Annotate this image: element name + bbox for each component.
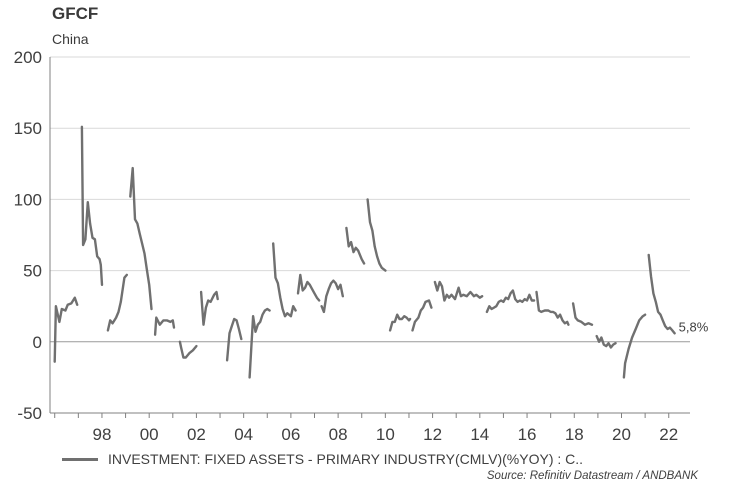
series-line <box>411 299 433 332</box>
series-line <box>595 334 617 349</box>
chart-title: GFCF <box>52 4 99 23</box>
y-tick-label: 0 <box>33 333 42 352</box>
series-line <box>320 279 344 314</box>
x-tick-label: 06 <box>281 425 300 444</box>
legend-label: INVESTMENT: FIXED ASSETS - PRIMARY INDUS… <box>108 451 584 467</box>
series-line <box>199 290 219 326</box>
y-tick-label: 100 <box>14 190 42 209</box>
series-line <box>53 296 79 363</box>
x-tick-label: 20 <box>612 425 631 444</box>
series-line <box>485 289 536 314</box>
series-line <box>106 273 129 332</box>
series-line <box>248 307 271 379</box>
series-line <box>622 313 647 379</box>
x-tick-label: 14 <box>470 425 489 444</box>
series-line <box>571 302 594 326</box>
x-tick-label: 98 <box>92 425 111 444</box>
series-line <box>535 290 570 326</box>
y-tick-label: 150 <box>14 119 42 138</box>
series-line <box>225 317 243 362</box>
series-line <box>366 198 387 272</box>
y-tick-label: 200 <box>14 48 42 67</box>
series-line <box>178 340 198 359</box>
series-line <box>80 125 104 286</box>
x-tick-label: 22 <box>659 425 678 444</box>
series-line <box>129 166 153 311</box>
x-tick-label: 16 <box>518 425 537 444</box>
x-tick-label: 02 <box>187 425 206 444</box>
x-tick-label: 00 <box>140 425 159 444</box>
chart-subtitle: China <box>52 31 89 47</box>
series-line <box>272 242 297 318</box>
y-tick-label: -50 <box>17 404 42 423</box>
series-line <box>296 273 321 302</box>
last-value-label: 5,8% <box>679 319 709 334</box>
series-line <box>153 316 176 336</box>
series-line <box>433 280 484 302</box>
legend: INVESTMENT: FIXED ASSETS - PRIMARY INDUS… <box>62 451 583 467</box>
y-tick-label: 50 <box>23 262 42 281</box>
x-tick-label: 18 <box>565 425 584 444</box>
source-note: Source: Refinitiv Datastream / ANDBANK <box>486 470 698 482</box>
x-tick-label: 12 <box>423 425 442 444</box>
series-line <box>345 226 366 265</box>
legend-swatch <box>62 457 98 461</box>
x-tick-label: 10 <box>376 425 395 444</box>
series-line <box>388 313 412 332</box>
series-line <box>647 253 676 335</box>
x-tick-label: 04 <box>234 425 253 444</box>
x-tick-label: 08 <box>329 425 348 444</box>
